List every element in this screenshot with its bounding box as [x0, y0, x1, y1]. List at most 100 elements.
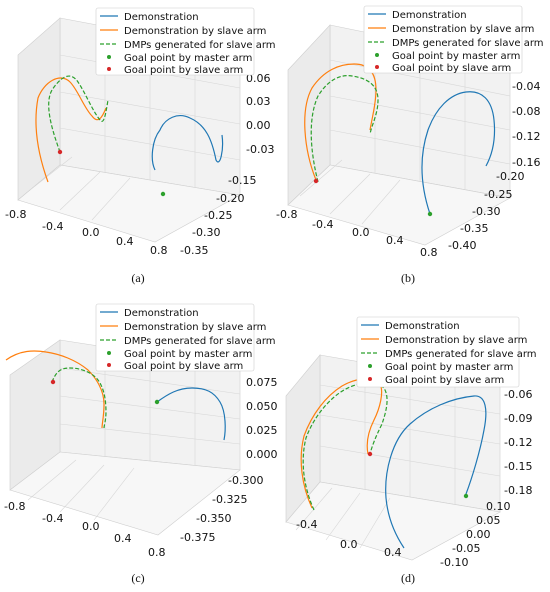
y-tick: -0.25 [484, 188, 512, 201]
goal-point-slave [57, 149, 63, 155]
y-tick: -0.25 [204, 209, 232, 222]
x-tick: 0.4 [386, 234, 404, 247]
dmp-generated-line [48, 75, 109, 153]
legend-entry: Demonstration [124, 308, 199, 319]
y-tick: 0.05 [476, 514, 501, 527]
x-tick: 0.0 [82, 520, 100, 533]
panel-c: 0.075 0.050 0.025 0.000 -0.300 -0.325 -0… [4, 303, 278, 585]
legend: Demonstration Demonstration by slave arm… [356, 316, 537, 388]
legend: Demonstration Demonstration by slave arm… [95, 7, 276, 76]
legend-entry: Goal point by slave arm [385, 375, 504, 386]
y-tick: -0.15 [228, 174, 256, 187]
panel-d: -0.06 -0.09 -0.12 -0.15 -0.18 0.10 0.05 … [285, 316, 537, 585]
z-tick: -0.15 [504, 460, 532, 473]
legend-entry: Demonstration [392, 10, 467, 21]
x-tick: -0.4 [312, 218, 333, 231]
legend-entry: Goal point by master arm [392, 51, 520, 62]
legend-entry: Goal point by master arm [124, 53, 252, 64]
legend-entry: Demonstration [385, 321, 460, 332]
x-tick: 0.8 [148, 546, 166, 559]
x-axis-ticks: -0.8 -0.4 0.0 0.4 0.8 [5, 208, 168, 257]
legend-entry: DMPs generated for slave arm [392, 38, 544, 49]
demonstration-line [421, 91, 496, 215]
x-tick: 0.8 [420, 246, 438, 259]
legend-handle-goal-master [107, 55, 111, 59]
z-tick: -0.16 [512, 156, 540, 169]
dmp-generated-line [310, 75, 379, 183]
legend-handle-goal-master [368, 364, 372, 368]
panel-a: 0.06 0.03 0.00 -0.03 -0.15 -0.20 -0.25 -… [5, 7, 276, 285]
z-tick: -0.06 [504, 388, 532, 401]
legend-handle-goal-slave [107, 363, 111, 367]
y-tick: -0.30 [472, 205, 500, 218]
z-axis-ticks: -0.04 -0.08 -0.12 -0.16 [512, 80, 540, 169]
goal-point-master [154, 399, 160, 405]
y-tick: -0.10 [440, 556, 468, 569]
y-tick: -0.350 [196, 512, 231, 525]
legend-entry: Demonstration by slave arm [392, 24, 534, 35]
z-tick: -0.03 [246, 143, 274, 156]
panel-b: -0.04 -0.08 -0.12 -0.16 -0.20 -0.25 -0.3… [276, 5, 544, 285]
legend-entry: Goal point by slave arm [124, 65, 243, 76]
legend-entry: DMPs generated for slave arm [385, 349, 537, 360]
legend-entry: Goal point by master arm [385, 362, 513, 373]
x-tick: 0.4 [114, 532, 132, 545]
legend-entry: Goal point by slave arm [124, 361, 243, 372]
z-tick: 0.00 [246, 119, 271, 132]
pane-floor [9, 451, 241, 536]
legend: Demonstration Demonstration by slave arm… [363, 5, 544, 74]
z-tick: 0.050 [246, 400, 278, 413]
z-tick: 0.000 [246, 448, 278, 461]
x-tick: 0.4 [116, 235, 134, 248]
y-tick: -0.20 [496, 170, 524, 183]
y-tick: 0.00 [466, 528, 491, 541]
z-axis-ticks: 0.06 0.03 0.00 -0.03 [246, 72, 274, 156]
legend-handle-goal-master [107, 351, 111, 355]
goal-point-master [463, 493, 469, 499]
demonstration-line [156, 387, 226, 441]
y-tick: -0.40 [448, 239, 476, 252]
x-tick: -0.8 [5, 208, 26, 221]
demonstration-line [151, 115, 224, 171]
x-tick: 0.0 [82, 226, 100, 239]
panel-caption: (b) [401, 271, 415, 285]
x-tick: 0.0 [352, 226, 370, 239]
legend-handle-goal-slave [107, 67, 111, 71]
y-axis-ticks: 0.10 0.05 0.00 -0.05 -0.10 [440, 500, 511, 569]
goal-point-master [427, 211, 433, 217]
goal-point-master [160, 191, 166, 197]
y-axis-ticks: -0.300 -0.325 -0.350 -0.375 [180, 474, 263, 544]
z-tick: 0.025 [246, 424, 278, 437]
legend: Demonstration Demonstration by slave arm… [95, 303, 276, 372]
legend-handle-goal-slave [368, 377, 372, 381]
y-axis-ticks: -0.15 -0.20 -0.25 -0.30 -0.35 [180, 174, 256, 257]
y-tick: -0.300 [228, 474, 263, 487]
y-tick: 0.10 [486, 500, 511, 513]
y-tick: -0.375 [180, 531, 215, 544]
x-axis-ticks: -0.8 -0.4 0.0 0.4 0.8 [4, 500, 166, 559]
z-tick: 0.03 [246, 95, 271, 108]
y-tick: -0.325 [212, 493, 247, 506]
legend-entry: Goal point by slave arm [392, 63, 511, 74]
legend-entry: Demonstration [124, 12, 199, 23]
x-tick: -0.4 [42, 220, 63, 233]
y-tick: -0.05 [452, 542, 480, 555]
x-axis-ticks: -0.8 -0.4 0.0 0.4 0.8 [276, 208, 438, 259]
slave-demonstration-line [5, 350, 105, 429]
y-tick: -0.35 [460, 222, 488, 235]
z-tick: -0.04 [512, 80, 540, 93]
x-tick: -0.4 [296, 518, 317, 531]
legend-handle-goal-master [375, 53, 379, 57]
panel-caption: (a) [131, 271, 144, 285]
y-axis-ticks: -0.20 -0.25 -0.30 -0.35 -0.40 [448, 170, 524, 252]
slave-demonstration-line [304, 63, 377, 181]
y-tick: -0.20 [216, 192, 244, 205]
demonstration-line [385, 395, 487, 549]
z-tick: -0.08 [512, 105, 540, 118]
z-tick: -0.09 [504, 412, 532, 425]
panel-caption: (d) [401, 571, 415, 585]
legend-entry: Demonstration by slave arm [385, 335, 527, 346]
legend-entry: Demonstration by slave arm [124, 26, 266, 37]
goal-point-slave [367, 451, 373, 457]
